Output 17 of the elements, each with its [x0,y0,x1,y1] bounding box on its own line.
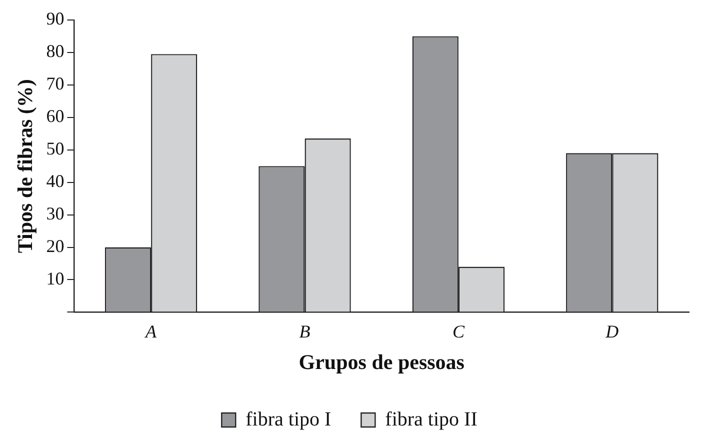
y-tick-label: 40 [46,171,64,192]
y-tick-label: 90 [46,8,64,29]
y-axis-title: Tipos de fibras (%) [13,79,38,254]
y-tick-label: 70 [46,74,64,94]
legend-label: fibra tipo II [385,408,478,430]
legend-label: fibra tipo I [246,408,332,430]
y-tick-label: 80 [46,41,64,62]
y-tick-label: 20 [46,236,64,256]
x-tick-label: D [604,322,619,342]
y-tick-label: 30 [46,204,64,224]
x-tick-label: A [144,322,158,342]
x-axis-title: Grupos de pessoas [298,350,464,374]
y-tick-label: 50 [46,138,64,159]
y-tick-label: 10 [46,268,64,288]
x-tick-label: C [452,322,466,342]
y-tick-label: 60 [46,106,64,126]
x-tick-label: B [299,322,310,342]
